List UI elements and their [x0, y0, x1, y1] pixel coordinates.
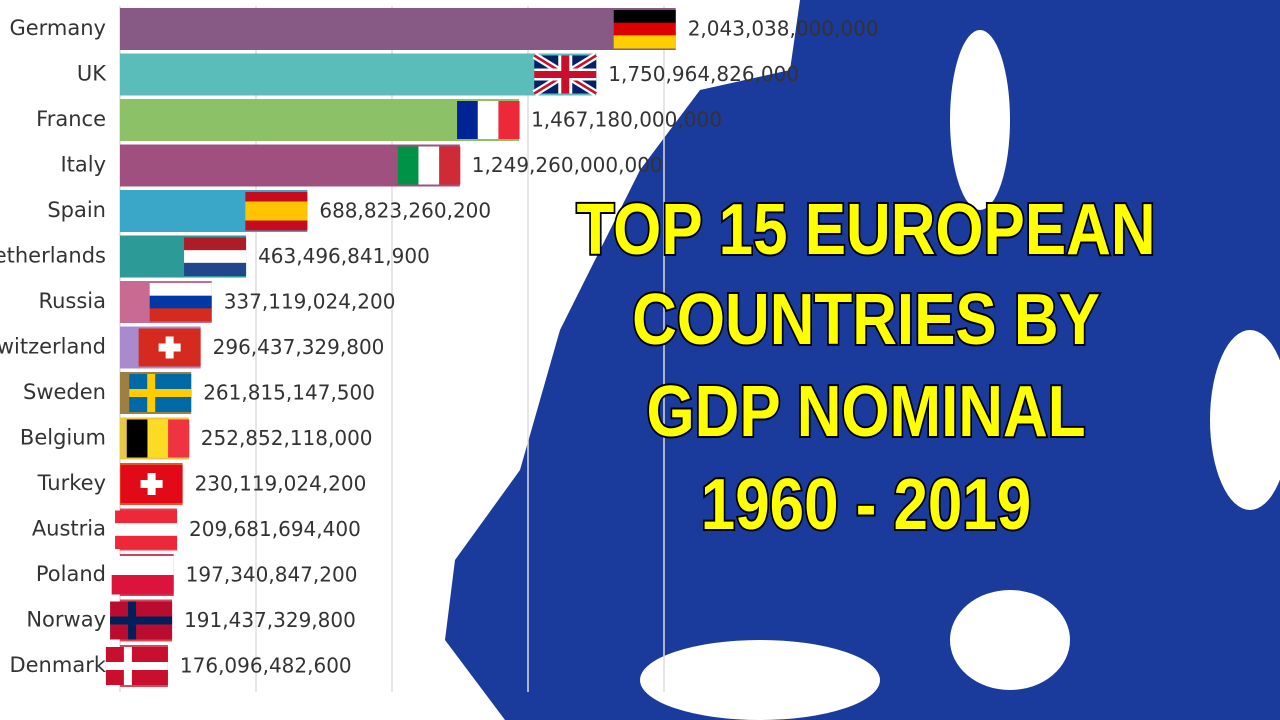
category-label: Italy: [60, 153, 106, 177]
category-label: Belgium: [20, 426, 106, 450]
flag-stripe: [245, 211, 308, 221]
flag-stripe: [184, 250, 247, 264]
flag-stripe: [149, 283, 212, 297]
flag: [397, 146, 461, 185]
flag-stripe: [126, 419, 148, 458]
category-label: Norway: [26, 608, 106, 632]
flag-stripe: [111, 556, 174, 576]
flag: [184, 237, 247, 276]
title: TOP 15 EUROPEAN COUNTRIES BY GDP NOMINAL 19…: [575, 188, 1158, 547]
value-label: 209,681,694,400: [189, 517, 361, 541]
value-label: 191,437,329,800: [184, 608, 356, 632]
flag: [149, 283, 212, 322]
value-label: 2,043,038,000,000: [688, 17, 879, 41]
flag-stripe: [613, 35, 676, 49]
category-label: Sweden: [23, 380, 106, 404]
value-label: 261,815,147,500: [203, 381, 375, 405]
category-label: Austria: [32, 517, 106, 541]
flag-cross: [147, 374, 156, 412]
value-label: 230,119,024,200: [195, 472, 367, 496]
value-label: 337,119,024,200: [224, 290, 396, 314]
flag: [129, 374, 192, 412]
bar: [120, 53, 597, 96]
flag-stripe: [245, 201, 308, 212]
value-label: 197,340,847,200: [186, 563, 358, 587]
flag-stripe: [147, 419, 169, 458]
flag: [126, 419, 190, 458]
flag-stripe: [149, 295, 212, 309]
flag-stripe: [168, 419, 190, 458]
category-label: Turkey: [37, 471, 106, 495]
bars: Germany 2,043,038,000,000 UK 1,750,964,826,…: [0, 8, 879, 687]
map-sea: [950, 590, 1070, 690]
value-label: 296,437,329,800: [213, 335, 385, 359]
flag-stripe: [115, 535, 178, 549]
flag-mark: [165, 336, 174, 359]
flag: [457, 101, 520, 139]
flag: [138, 328, 201, 367]
map-land: [445, 0, 1280, 720]
flag-cross: [561, 55, 570, 94]
category-label: Spain: [47, 198, 106, 222]
category-label: Russia: [38, 289, 106, 313]
value-label: 176,096,482,600: [180, 654, 352, 678]
category-label: Poland: [36, 562, 106, 586]
value-label: 463,496,841,900: [258, 244, 430, 268]
flag-stripe: [439, 146, 461, 185]
bar: [120, 8, 676, 50]
value-label: 688,823,260,200: [319, 199, 491, 223]
flag-cross: [105, 662, 168, 670]
value-label: 1,750,964,826,000: [608, 62, 799, 86]
category-label: Switzerland: [0, 335, 106, 359]
flag-cross: [110, 616, 173, 625]
chart-title: GDP NOMINAL: [646, 372, 1085, 452]
map-sea: [640, 640, 880, 720]
category-label: UK: [77, 62, 107, 86]
map-sea: [950, 30, 1010, 210]
flag-stripe: [457, 101, 479, 139]
chart-title: 1960 - 2019: [701, 465, 1031, 545]
value-label: 252,852,118,000: [201, 426, 373, 450]
category-label: Germany: [9, 16, 106, 40]
flag-mark: [147, 473, 156, 495]
flag-stripe: [613, 22, 676, 36]
flag: [111, 556, 174, 595]
flag-cross: [123, 647, 132, 685]
bar: [120, 99, 520, 141]
flag-stripe: [418, 146, 440, 185]
flag-stripe: [477, 101, 499, 139]
chart-title: COUNTRIES BY: [632, 280, 1100, 360]
map-sea: [1210, 330, 1280, 510]
flag: [110, 601, 173, 640]
flag-stripe: [115, 523, 178, 537]
flag-cross: [129, 389, 192, 397]
category-label: Netherlands: [0, 244, 106, 268]
flag: [613, 10, 676, 49]
category-label: Denmark: [9, 653, 106, 677]
flag-stripe: [397, 146, 419, 185]
flag-cross: [128, 601, 137, 640]
flag-stripe: [184, 262, 247, 276]
flag-stripe: [245, 220, 308, 231]
flag-stripe: [245, 192, 308, 202]
flag-stripe: [111, 575, 174, 595]
flag-stripe: [498, 101, 520, 139]
flag: [245, 192, 308, 231]
flag: [105, 647, 168, 685]
flag-stripe: [613, 10, 676, 24]
flag: [115, 510, 178, 549]
flag: [532, 52, 599, 97]
map: [445, 0, 1280, 720]
value-label: 1,249,260,000,000: [472, 153, 663, 177]
flag-stripe: [184, 237, 247, 251]
flag: [120, 465, 183, 503]
category-label: France: [36, 107, 106, 131]
value-label: 1,467,180,000,000: [531, 108, 722, 132]
chart-title: TOP 15 EUROPEAN: [576, 190, 1155, 270]
flag-stripe: [149, 308, 212, 322]
flag-stripe: [115, 510, 178, 524]
